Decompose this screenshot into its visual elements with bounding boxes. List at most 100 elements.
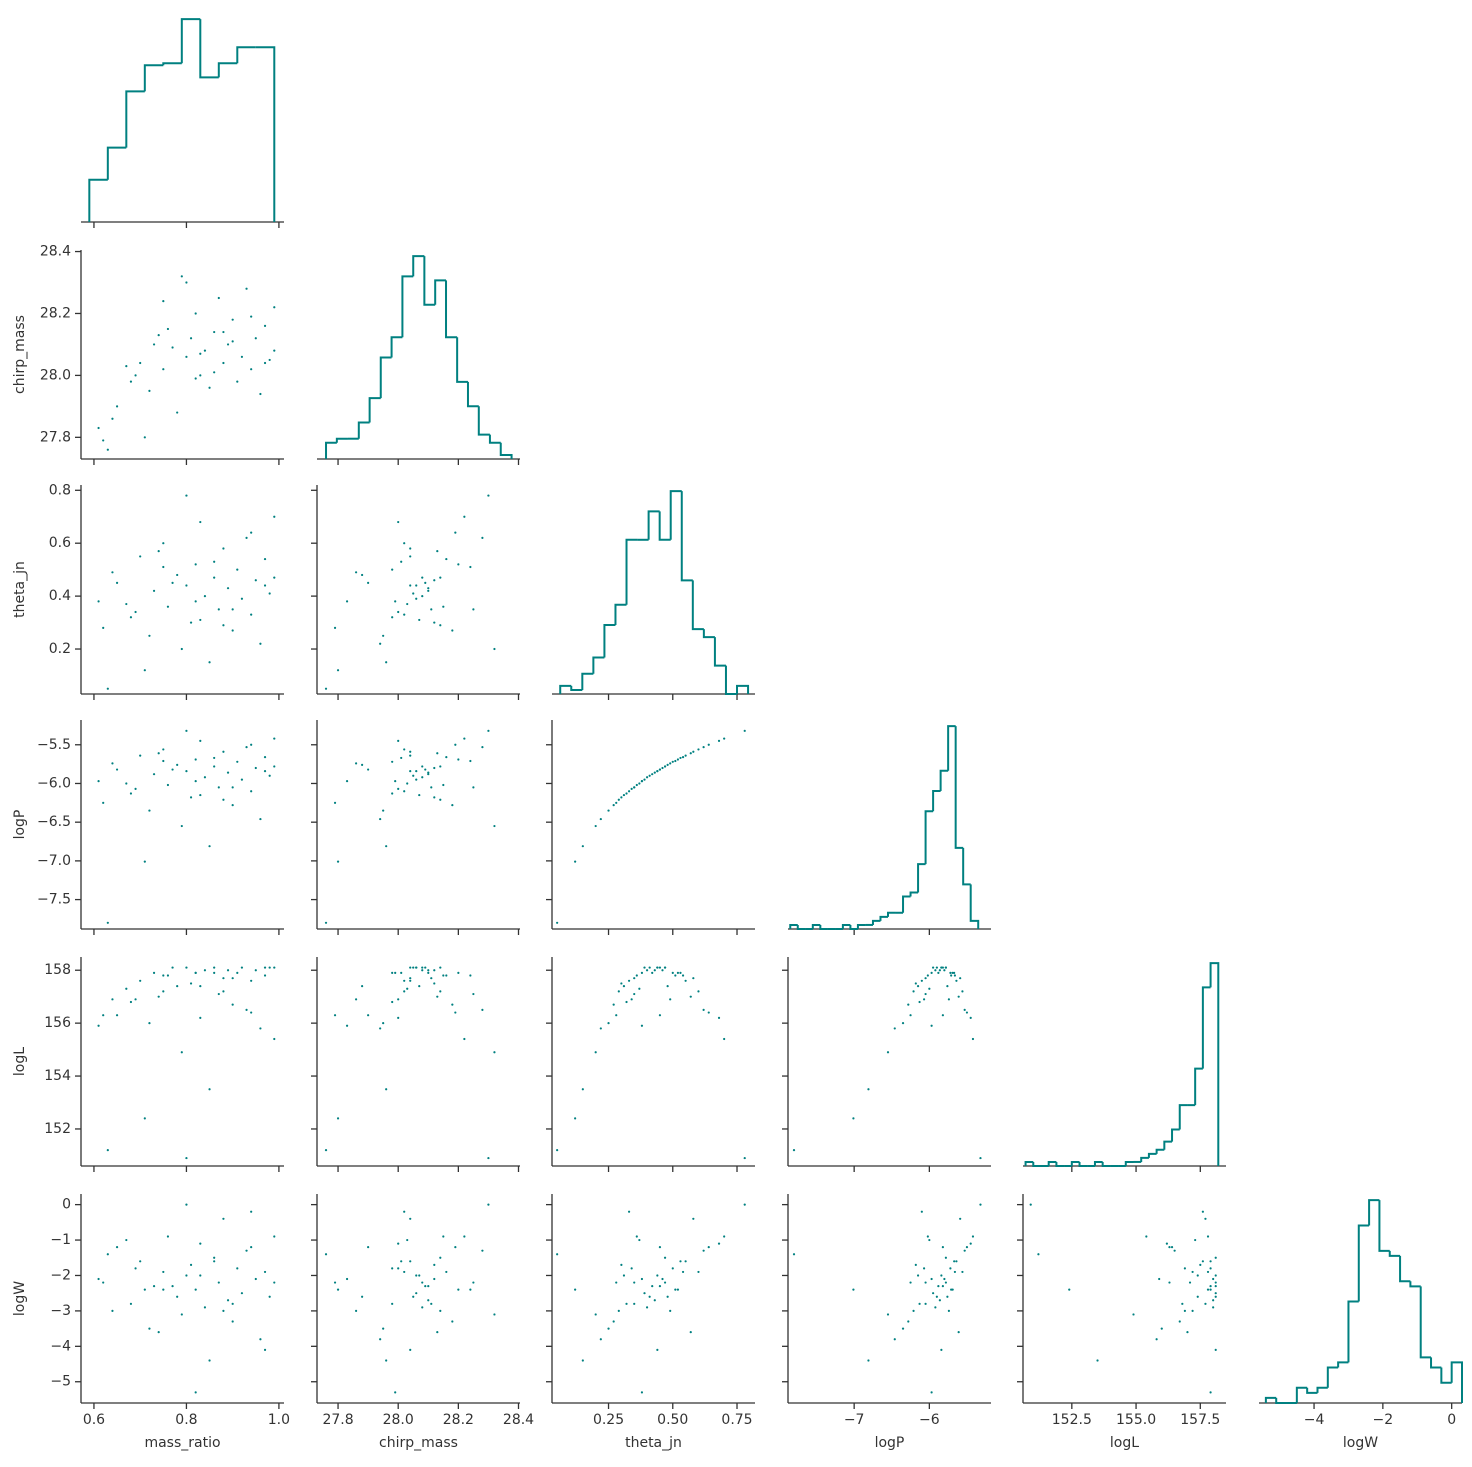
scatter-point — [336, 669, 340, 672]
histogram-bin — [1337, 1361, 1349, 1368]
scatter-point — [867, 1359, 870, 1362]
scatter-point — [663, 1281, 667, 1284]
scatter-point — [263, 584, 267, 587]
scatter-point — [102, 801, 105, 804]
scatter-point — [273, 515, 276, 518]
scatter-point — [607, 1327, 610, 1330]
scatter-point — [961, 990, 964, 993]
scatter-point — [106, 448, 109, 451]
scatter-point — [656, 966, 659, 969]
histogram-bin — [1093, 1160, 1103, 1166]
scatter-point — [143, 1117, 146, 1120]
scatter-point — [250, 368, 253, 371]
scatter-point — [176, 763, 179, 766]
scatter-point — [681, 1270, 685, 1274]
scatter-point — [439, 990, 442, 993]
scatter-point — [134, 374, 137, 377]
scatter-point — [457, 563, 460, 566]
scatter-point — [949, 1267, 952, 1270]
histogram-bin — [1163, 1140, 1173, 1150]
scatter-point — [454, 1246, 457, 1249]
scatter-point — [406, 782, 409, 785]
scatter-point — [950, 974, 953, 977]
scatter-point — [180, 1313, 183, 1316]
scatter-point — [427, 1299, 430, 1302]
scatter-point — [185, 729, 188, 732]
scatter-point — [397, 520, 400, 524]
scatter-point — [717, 1016, 721, 1019]
x-tick-label: 0.25 — [593, 1412, 624, 1428]
histogram-bin — [434, 279, 447, 305]
scatter-point — [940, 966, 943, 969]
scatter-point — [409, 977, 412, 980]
scatter-point — [354, 1309, 358, 1312]
scatter-point — [957, 1331, 960, 1334]
scatter-point — [354, 571, 358, 574]
scatter-point — [379, 642, 382, 645]
scatter-point — [436, 550, 439, 553]
scatter-point — [194, 312, 197, 315]
scatter-point — [157, 995, 160, 998]
x-tick-label: 1.0 — [268, 1412, 290, 1428]
histogram-bin — [1078, 1161, 1088, 1167]
scatter-point — [643, 966, 646, 969]
scatter-point — [97, 780, 100, 783]
y-tick-label: 28.2 — [40, 305, 71, 321]
scatter-point — [222, 750, 225, 753]
histogram-bin — [1440, 1367, 1452, 1384]
scatter-point — [382, 1327, 385, 1330]
scatter-point — [640, 780, 644, 783]
histogram-bin — [625, 538, 638, 605]
scatter-point — [379, 817, 382, 821]
scatter-point — [162, 759, 165, 763]
scatter-point — [222, 330, 225, 334]
x-tick-label: 0.6 — [83, 1412, 105, 1428]
scatter-point — [427, 969, 430, 972]
scatter-point — [620, 1263, 623, 1266]
scatter-point — [115, 581, 119, 584]
scatter-point — [403, 790, 406, 793]
scatter-point — [250, 613, 253, 616]
histogram-bin — [357, 421, 370, 439]
histogram-bin — [691, 580, 704, 631]
scatter-point — [217, 992, 220, 996]
scatter-point — [971, 1235, 975, 1238]
x-tick-label: 152.5 — [1052, 1412, 1092, 1428]
scatter-point — [125, 365, 128, 368]
scatter-point — [162, 1288, 165, 1291]
scatter-point — [439, 576, 442, 579]
scatter-point — [574, 1117, 577, 1120]
scatter-point — [403, 1210, 406, 1213]
scatter-point — [345, 1277, 349, 1281]
histogram-bin — [1024, 1160, 1034, 1166]
scatter-point — [203, 1306, 207, 1309]
scatter-point — [415, 769, 418, 773]
scatter-point — [111, 1309, 114, 1312]
scatter-point — [394, 780, 397, 783]
x-tick-label: 0 — [1447, 1412, 1456, 1428]
scatter-point — [236, 971, 239, 974]
scatter-point — [645, 1306, 649, 1309]
scatter-point — [222, 977, 225, 980]
scatter-point — [1201, 1210, 1204, 1213]
scatter-point — [937, 1285, 940, 1288]
scatter-point — [1204, 1302, 1207, 1305]
scatter-point — [129, 380, 133, 383]
x-tick-label: 0.8 — [175, 1412, 197, 1428]
scatter-point — [166, 974, 170, 977]
scatter-point — [928, 987, 931, 990]
scatter-point — [886, 1051, 890, 1054]
scatter-point — [259, 817, 262, 821]
scatter-point — [382, 634, 385, 637]
scatter-point — [658, 966, 662, 969]
histogram-bin — [236, 46, 256, 64]
scatter-point — [421, 1281, 424, 1284]
x-axis-label: logP — [875, 1435, 905, 1451]
scatter-point — [226, 1299, 230, 1302]
scatter-point — [481, 1008, 484, 1012]
scatter-point — [391, 792, 394, 795]
histogram-bin — [1347, 1300, 1359, 1363]
histogram-bin — [702, 629, 715, 639]
scatter-point — [692, 1217, 695, 1220]
x-tick-label: 28.2 — [443, 1412, 474, 1428]
